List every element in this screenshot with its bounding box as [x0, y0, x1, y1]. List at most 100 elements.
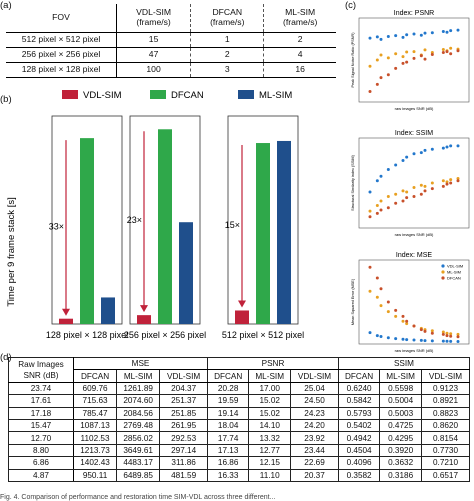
scatter-point [441, 48, 445, 51]
scatter-point [445, 182, 449, 186]
scatter-point [445, 145, 449, 149]
table-cell: 25.04 [290, 381, 339, 396]
scatter-point [430, 147, 434, 151]
scatter-point [412, 186, 416, 189]
scatter-point [423, 184, 427, 188]
scatter-point [449, 332, 453, 336]
scatter-point [456, 49, 460, 53]
scatter-point [394, 314, 398, 318]
speedup-label: 23× [127, 215, 142, 225]
table-cell: 297.14 [159, 443, 209, 458]
scatter-point [375, 295, 379, 299]
speedup-label: 33× [49, 221, 64, 231]
scatter-point [368, 331, 372, 335]
method-header: DFCAN [72, 369, 118, 383]
scatter-point [456, 335, 460, 339]
table-cell: 3 [190, 62, 264, 79]
group-header-mse: MSE [72, 356, 209, 371]
scatter-point [386, 336, 390, 340]
scatter-point [449, 334, 453, 338]
table-cell: 0.8921 [421, 394, 470, 408]
scatter-point [379, 335, 383, 339]
scatter-point [445, 339, 449, 343]
scatter-point [441, 184, 445, 188]
snr-cell: 15.47 [8, 418, 74, 433]
scatter-point [405, 33, 409, 37]
group-header-psnr: PSNR [207, 356, 339, 371]
table-cell: 311.86 [159, 456, 209, 470]
table-cell: 0.6517 [421, 468, 470, 482]
table-cell: 950.11 [72, 468, 118, 482]
scatter-point [449, 144, 453, 148]
scatter-point [375, 179, 379, 183]
table-cell: 0.4504 [337, 443, 381, 458]
table-cell: 22.69 [290, 456, 339, 470]
bar-ml-sim [277, 140, 291, 324]
method-header: VDL-SIM [159, 369, 209, 383]
scatter-point [394, 163, 398, 167]
table-cell: 261.95 [159, 418, 209, 433]
subplot-title: Index: PSNR [394, 10, 434, 17]
scatter-point [394, 34, 398, 38]
scatter-point [368, 36, 372, 40]
fov-cell: 512 pixel × 512 pixel [6, 32, 117, 48]
table-cell: 11.10 [248, 468, 292, 482]
table-row: 128 pixel × 128 pixel 100 3 16 [6, 62, 336, 79]
scatter-point [449, 178, 453, 182]
figure-caption: Fig. 4. Comparison of performance and re… [0, 494, 276, 501]
scatter-point [441, 146, 445, 150]
table-cell: 1102.53 [72, 431, 118, 445]
table-cell: 0.5793 [337, 406, 381, 420]
scatter-point [419, 183, 423, 187]
table-cell: 204.37 [159, 381, 209, 396]
scatter-point [412, 50, 416, 54]
table-cell: 0.8154 [421, 431, 470, 445]
scatter-point [368, 190, 372, 194]
scatter-point [456, 28, 460, 32]
scatter-point [375, 334, 379, 338]
scatter-point [401, 159, 405, 162]
fps-table: FOV VDL-SIM (frame/s) DFCAN (frame/s) ML-S… [6, 4, 336, 79]
table-cell: 0.7210 [421, 456, 470, 470]
table-row: 4.87 950.11 6489.85 481.59 16.33 11.10 20.37 0.… [8, 468, 470, 482]
table-cell: 0.3186 [379, 468, 423, 482]
table-cell: 0.4295 [379, 431, 423, 445]
scatter-point [379, 174, 383, 178]
scatter-point [394, 66, 398, 70]
scatter-point [445, 30, 449, 34]
scatter-point [441, 179, 445, 183]
scatter-point [445, 331, 449, 335]
table-cell: 1213.73 [72, 443, 118, 458]
scatter-point [419, 33, 423, 37]
snr-cell: 4.87 [8, 468, 74, 482]
scatter-point [379, 53, 383, 57]
scatter-point [441, 50, 445, 54]
scatter-point [368, 64, 372, 68]
subplot-frame [358, 137, 470, 229]
table-cell: 18.04 [207, 418, 250, 433]
scatter-point [412, 324, 416, 328]
scatter-point [386, 168, 390, 171]
table-cell: 0.4725 [379, 418, 423, 433]
group-label: 512 pixel × 512 pixel [222, 330, 304, 340]
scatter-point [401, 189, 405, 193]
table-cell: 0.5402 [337, 418, 381, 433]
fov-cell: 128 pixel × 128 pixel [6, 62, 117, 79]
group-label: 128 pixel × 128 pixel [46, 330, 128, 340]
bar-vdl-sim [137, 315, 151, 324]
scatter-point [449, 181, 453, 185]
table-cell: 0.4942 [337, 431, 381, 445]
subplot-title: Index: MSE [396, 252, 433, 259]
scatter-point [456, 144, 460, 148]
table-cell: 0.5598 [379, 381, 423, 396]
table-cell: 17.74 [207, 431, 250, 445]
scatter-point [379, 208, 383, 212]
scatter-point [386, 34, 390, 38]
y-axis-label: Time per 9 frame stack [s] [6, 197, 17, 306]
scatter-point [456, 179, 460, 183]
scatter-point [368, 215, 372, 219]
table-row: 17.61 715.63 2074.60 251.37 19.59 15.02 24.50 0… [8, 394, 470, 408]
scatter-point [368, 289, 372, 293]
table-cell: 0.9123 [421, 381, 470, 396]
bar-chart-b: VDL-SIM DFCAN ML-SIM Time per 9 frame stack… [6, 90, 304, 340]
